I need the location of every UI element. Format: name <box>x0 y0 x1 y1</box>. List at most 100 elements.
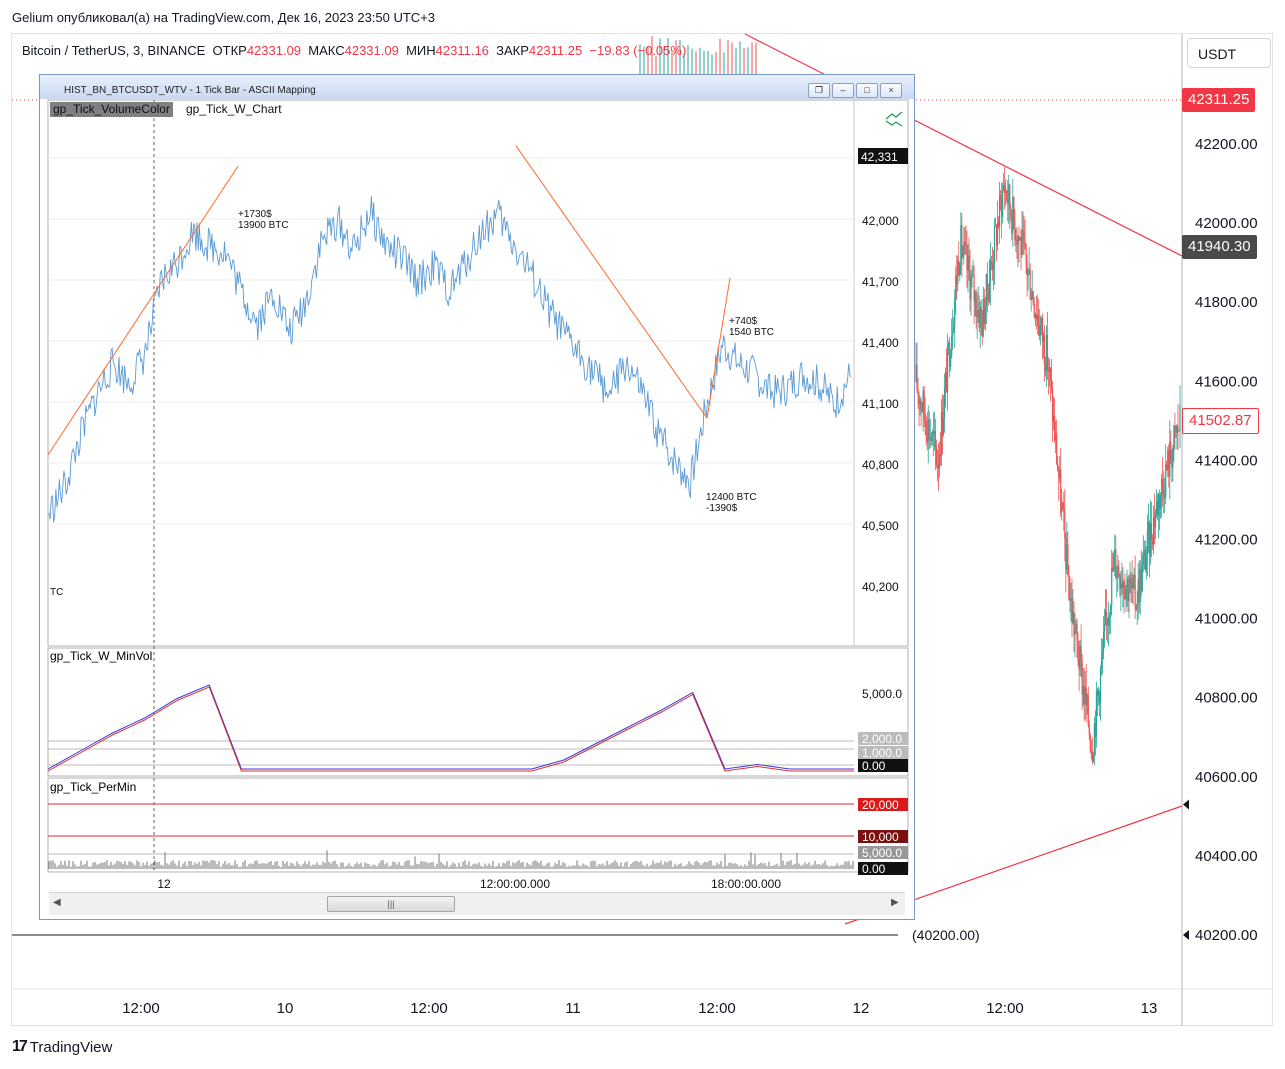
scroll-left-icon[interactable]: ◀ <box>53 897 61 908</box>
candle-body <box>1001 198 1003 217</box>
permin-tag-bg <box>858 798 908 811</box>
candle-body <box>1086 694 1088 705</box>
y-tick-label: 5,000.0 <box>862 687 902 701</box>
permin-tag: 5,000.0 <box>862 846 902 860</box>
ohlc-legend: Bitcoin / TetherUS, 3, BINANCE ОТКР42331… <box>22 43 686 58</box>
candle-body <box>917 389 919 395</box>
candle-body <box>1078 661 1080 670</box>
y-tick-label: 40200.00 <box>1195 927 1258 944</box>
candle-body <box>1179 404 1181 430</box>
tab-w-chart[interactable]: gp_Tick_W_Chart <box>186 102 282 116</box>
candle-body <box>1136 604 1138 610</box>
candle-body <box>993 226 996 264</box>
tab-volume-color[interactable]: gp_Tick_VolumeColor <box>50 102 173 117</box>
candle-body <box>929 437 931 439</box>
candle-body <box>1065 538 1067 570</box>
candle-body <box>1046 335 1049 370</box>
candle-body <box>1049 367 1052 380</box>
candle-body <box>926 435 928 442</box>
low-label: МИН <box>406 43 436 58</box>
candle-body <box>1079 646 1081 670</box>
y-tick-label: 40,500 <box>862 519 899 533</box>
candle-body <box>1036 314 1038 320</box>
scroll-thumb[interactable]: ||| <box>327 896 455 912</box>
candle-body <box>1169 442 1171 477</box>
candle-body <box>992 263 995 271</box>
axis-arrow-icon <box>1183 930 1189 940</box>
candle-body <box>1113 553 1115 571</box>
candle-body <box>1115 549 1117 578</box>
candle-body <box>928 419 930 439</box>
main-chart-frame[interactable] <box>11 33 1273 1026</box>
candle-body <box>1042 334 1045 343</box>
minvol-tag: 2,000.0 <box>862 732 902 746</box>
candle-body <box>1003 185 1005 190</box>
candle-body <box>1075 623 1077 631</box>
candle-body <box>1010 209 1012 217</box>
candle-body <box>972 275 974 277</box>
y-tick-label: 41200.00 <box>1195 532 1258 549</box>
candle-body <box>1127 578 1129 602</box>
y-tick-label: 40600.00 <box>1195 769 1258 786</box>
candle-body <box>1149 523 1152 555</box>
tradingview-brand[interactable]: 17 TradingView <box>12 1038 112 1056</box>
x-tick-label: 18:00:00.000 <box>711 877 781 891</box>
symbol-name[interactable]: Bitcoin / TetherUS, 3, BINANCE <box>22 43 206 58</box>
candle-body <box>934 430 936 448</box>
candle-body <box>1058 470 1060 479</box>
candle-body <box>986 273 988 293</box>
candle-body <box>983 298 985 325</box>
minimize-icon[interactable]: – <box>832 83 854 98</box>
candle-body <box>1071 598 1073 623</box>
tradingview-logo-icon: 17 <box>12 1038 28 1055</box>
close-icon[interactable]: × <box>880 83 902 98</box>
restore-icon[interactable]: ❐ <box>808 83 830 98</box>
currency-selector[interactable]: USDT <box>1187 38 1271 68</box>
trend-toggle-icon <box>885 111 903 127</box>
candle-body <box>1069 599 1071 601</box>
candle-body <box>980 307 982 318</box>
candle-body <box>949 342 951 368</box>
horizontal-scrollbar[interactable]: ◀ ||| ▶ <box>49 892 905 915</box>
minvol-line-blue <box>47 684 854 770</box>
candle-body <box>966 246 968 271</box>
maximize-icon[interactable]: □ <box>856 83 878 98</box>
permin-tag-bg <box>858 830 908 843</box>
candle-body <box>998 195 1001 227</box>
candle-body <box>1107 617 1109 626</box>
candle-body <box>1165 464 1167 498</box>
candle-body <box>1067 544 1069 576</box>
candle-body <box>1007 200 1009 205</box>
candle-body <box>976 314 978 318</box>
candle-body <box>1085 687 1087 705</box>
candle-body <box>924 414 926 421</box>
x-tick-label: 12:00 <box>122 1000 160 1017</box>
candle-body <box>965 245 967 247</box>
candle-body <box>1051 389 1054 422</box>
permin-tag-bg <box>858 846 908 859</box>
minvol-tag: 1,000.0 <box>862 746 902 760</box>
x-tick-label: 12:00 <box>410 1000 448 1017</box>
candle-body <box>988 282 990 302</box>
candle-body <box>1073 611 1075 636</box>
candle-body <box>1164 497 1166 499</box>
candle-body <box>1094 723 1096 737</box>
y-tick-label: 42000.00 <box>1195 215 1258 232</box>
candle-body <box>1133 574 1135 578</box>
window-titlebar[interactable]: HIST_BN_BTCUSDT_WTV - 1 Tick Bar - ASCII… <box>40 75 914 99</box>
candle-body <box>945 371 948 393</box>
y-tick-label: 40,200 <box>862 580 899 594</box>
candle-body <box>951 336 953 357</box>
candle-body <box>1044 364 1047 372</box>
candle-body <box>930 437 932 442</box>
embedded-chart-window[interactable]: 42,000 41,700 41,400 41,100 40,800 40,500 40,2… <box>39 74 915 920</box>
candle-body <box>1064 511 1066 539</box>
candle-body <box>936 464 939 466</box>
candle-body <box>1000 195 1002 199</box>
brand-name: TradingView <box>29 1038 113 1056</box>
wave-label: +740$ <box>729 316 758 327</box>
price-tag: 41502.87 <box>1182 407 1259 434</box>
scroll-right-icon[interactable]: ▶ <box>891 897 899 908</box>
candle-body <box>994 226 997 228</box>
